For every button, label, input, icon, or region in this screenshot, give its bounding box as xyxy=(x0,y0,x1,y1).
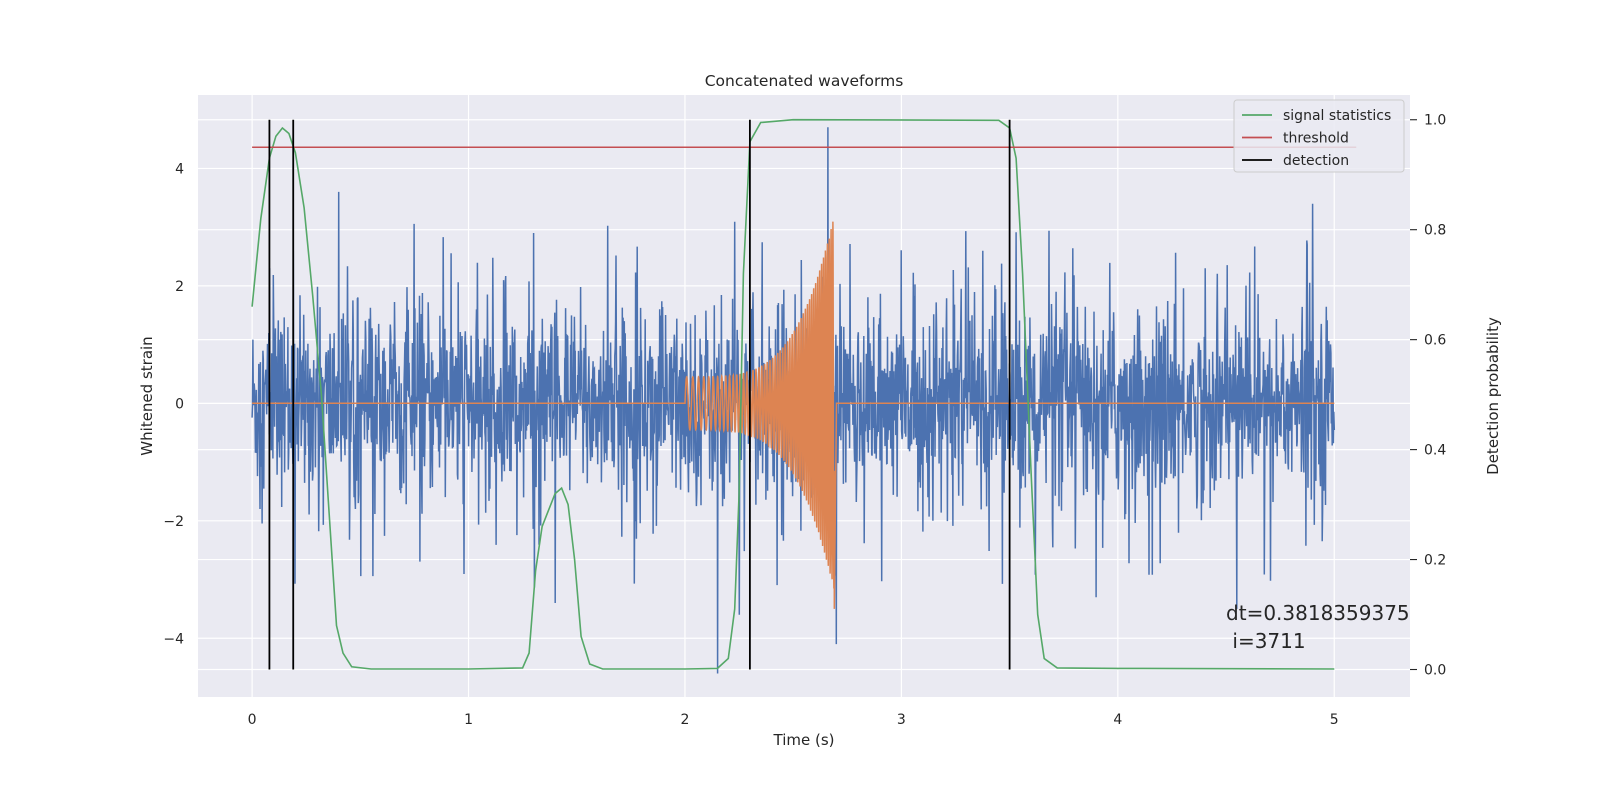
series-line-injected-signal xyxy=(252,221,1335,609)
y-right-tick-label: 1.0 xyxy=(1424,113,1446,129)
y-axis-ticks: −4 −2 0 2 4 xyxy=(163,161,184,647)
series-layer xyxy=(251,118,1357,674)
x-tick-label: 5 xyxy=(1330,712,1339,728)
y-right-tick-label: 0.6 xyxy=(1424,333,1446,349)
detection-lines xyxy=(268,119,1011,670)
y-right-tick-label: 0.2 xyxy=(1424,553,1446,569)
y-tick-label: 4 xyxy=(175,161,184,177)
y-right-tick-label: 0.8 xyxy=(1424,223,1446,239)
y-right-tick-label: 0.0 xyxy=(1424,663,1446,679)
chart-title: Concatenated waveforms xyxy=(705,72,904,90)
y-tick-label: 2 xyxy=(175,279,184,295)
y-tick-label: −2 xyxy=(163,514,184,530)
y-axis-label: Whitened strain xyxy=(138,336,156,455)
y-axis-right-label: Detection probability xyxy=(1484,317,1502,475)
y-right-tick-label: 0.4 xyxy=(1424,443,1446,459)
y-tick-label: −4 xyxy=(163,631,184,647)
annotation-index: i=3711 xyxy=(1226,629,1306,653)
annotation-dt: dt=0.3818359375 xyxy=(1226,601,1410,625)
x-axis-ticks: 0 1 2 3 4 5 xyxy=(248,712,1339,728)
x-tick-label: 0 xyxy=(248,712,257,728)
legend-box xyxy=(1233,99,1405,173)
series-line-signal-statistics xyxy=(251,118,1335,670)
x-tick-label: 3 xyxy=(897,712,906,728)
legend: signal statistics threshold detection xyxy=(1233,99,1405,173)
y-tick-label: 0 xyxy=(175,396,184,412)
x-tick-label: 1 xyxy=(464,712,473,728)
legend-label-signal-statistics: signal statistics xyxy=(1283,108,1391,124)
y-axis-right-ticks: 0.0 0.2 0.4 0.6 0.8 1.0 xyxy=(1410,113,1446,679)
x-tick-label: 4 xyxy=(1113,712,1122,728)
grid xyxy=(198,95,1410,697)
legend-label-detection: detection xyxy=(1283,153,1349,169)
x-tick-label: 2 xyxy=(681,712,690,728)
legend-label-threshold: threshold xyxy=(1283,131,1349,147)
x-axis-label: Time (s) xyxy=(773,731,835,749)
